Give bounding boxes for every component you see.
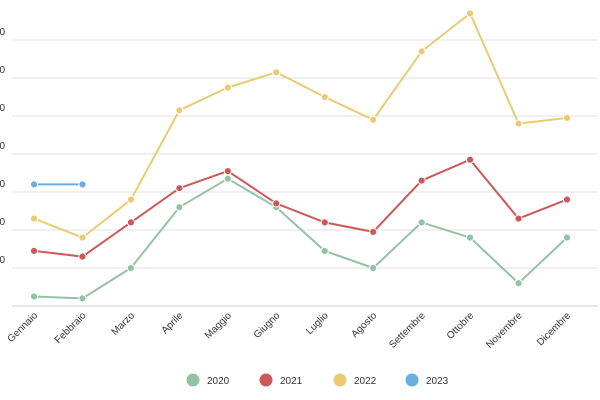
legend-item-2020[interactable]: 2020 — [186, 373, 230, 388]
data-point[interactable] — [126, 218, 136, 227]
data-point[interactable] — [320, 218, 329, 227]
data-point[interactable] — [78, 233, 87, 242]
y-axis-ticks: 0 0 0 0 0 0 0 — [0, 27, 5, 266]
data-point[interactable] — [465, 9, 475, 18]
legend-swatch — [333, 373, 347, 387]
data-point[interactable] — [369, 227, 378, 236]
x-tick-label: Marzo — [110, 310, 138, 338]
data-point[interactable] — [369, 115, 378, 124]
data-point[interactable] — [514, 279, 523, 288]
legend-label: 2022 — [354, 376, 377, 387]
data-point[interactable] — [29, 246, 39, 255]
data-point[interactable] — [29, 180, 39, 189]
y-tick-label: 0 — [0, 179, 5, 190]
series-2021 — [29, 155, 572, 261]
data-point[interactable] — [320, 246, 329, 255]
x-tick-label: Novembre — [484, 310, 525, 351]
series-2023 — [29, 180, 87, 189]
x-tick-label: Settembre — [387, 310, 428, 351]
y-tick-label: 0 — [0, 103, 5, 114]
data-point[interactable] — [562, 113, 572, 123]
x-tick-label: Agosto — [350, 310, 380, 340]
legend-label: 2020 — [207, 376, 230, 387]
legend-swatch — [405, 373, 419, 387]
y-tick-label: 0 — [0, 65, 5, 76]
data-point[interactable] — [78, 294, 87, 303]
data-point[interactable] — [320, 92, 329, 102]
x-tick-label: Ottobre — [445, 310, 477, 342]
series-2022 — [29, 9, 572, 242]
data-point[interactable] — [562, 233, 572, 242]
legend-swatch — [186, 373, 200, 387]
legend[interactable]: 2020 2021 2022 2023 — [186, 373, 449, 388]
x-tick-label: Febbraio — [53, 310, 89, 346]
grid — [12, 39, 598, 307]
data-point[interactable] — [126, 195, 136, 204]
series-group — [29, 9, 572, 303]
data-point[interactable] — [175, 203, 184, 212]
data-point[interactable] — [417, 47, 426, 56]
y-tick-label: 0 — [0, 217, 5, 228]
y-tick-label: 0 — [0, 255, 5, 266]
data-point[interactable] — [126, 263, 136, 273]
series-line-2022 — [33, 12, 568, 239]
x-tick-label: Gennaio — [6, 310, 41, 345]
data-point[interactable] — [272, 68, 281, 77]
data-point[interactable] — [417, 218, 426, 227]
data-point[interactable] — [369, 263, 378, 273]
data-point[interactable] — [29, 292, 39, 301]
series-line-2020 — [33, 177, 568, 300]
x-tick-label: Aprile — [160, 310, 186, 336]
data-point[interactable] — [514, 119, 523, 128]
data-point[interactable] — [175, 106, 184, 115]
legend-item-2023[interactable]: 2023 — [405, 373, 449, 388]
legend-item-2021[interactable]: 2021 — [259, 373, 303, 388]
data-point[interactable] — [514, 214, 523, 223]
x-tick-label: Dicembre — [535, 310, 573, 348]
data-point[interactable] — [29, 214, 39, 223]
x-tick-label: Giugno — [252, 310, 283, 341]
legend-label: 2023 — [426, 376, 449, 387]
legend-item-2022[interactable]: 2022 — [333, 373, 377, 388]
data-point[interactable] — [78, 252, 87, 261]
x-axis-ticks: Gennaio Febbraio Marzo Aprile Maggio Giugno Lu… — [6, 310, 574, 351]
data-point[interactable] — [465, 155, 475, 164]
data-point[interactable] — [223, 83, 232, 92]
data-point[interactable] — [78, 180, 87, 189]
data-point[interactable] — [417, 176, 426, 185]
data-point[interactable] — [272, 199, 281, 208]
y-tick-label: 0 — [0, 27, 5, 38]
data-point[interactable] — [465, 233, 475, 242]
data-point[interactable] — [562, 195, 572, 204]
data-point[interactable] — [223, 174, 232, 183]
series-line-2021 — [33, 158, 568, 258]
data-point[interactable] — [223, 167, 232, 176]
series-2020 — [29, 174, 572, 303]
data-point[interactable] — [175, 184, 184, 193]
y-tick-label: 0 — [0, 141, 5, 152]
x-tick-label: Maggio — [203, 310, 234, 341]
x-tick-label: Luglio — [304, 310, 331, 337]
legend-label: 2021 — [280, 376, 303, 387]
legend-swatch — [259, 373, 273, 387]
